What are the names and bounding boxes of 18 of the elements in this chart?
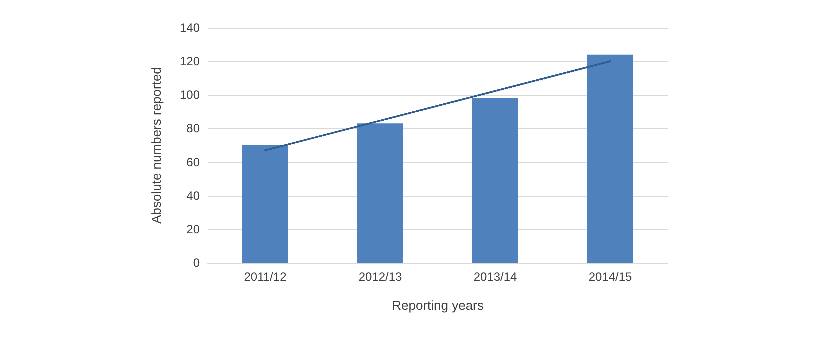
x-tick-label: 2013/14 bbox=[474, 270, 518, 284]
y-tick-label: 80 bbox=[186, 122, 200, 136]
bar bbox=[242, 146, 288, 263]
y-tick-label: 140 bbox=[180, 21, 200, 35]
y-tick-label: 20 bbox=[186, 222, 200, 236]
bar bbox=[588, 54, 634, 263]
bar bbox=[358, 124, 404, 263]
y-tick-label: 0 bbox=[193, 256, 200, 270]
y-tick-label: 40 bbox=[186, 188, 200, 203]
y-tick-label: 100 bbox=[180, 88, 200, 102]
y-tick-label: 120 bbox=[180, 54, 200, 69]
x-tick-label: 2012/13 bbox=[358, 270, 403, 284]
bar bbox=[472, 98, 518, 263]
x-tick-label: 2011/12 bbox=[244, 270, 288, 284]
y-axis-title: Absolute numbers reported bbox=[149, 67, 164, 224]
y-tick-label: 60 bbox=[186, 155, 200, 170]
x-tick-label: 2014/15 bbox=[588, 270, 633, 284]
x-axis-title: Reporting years bbox=[392, 298, 484, 313]
